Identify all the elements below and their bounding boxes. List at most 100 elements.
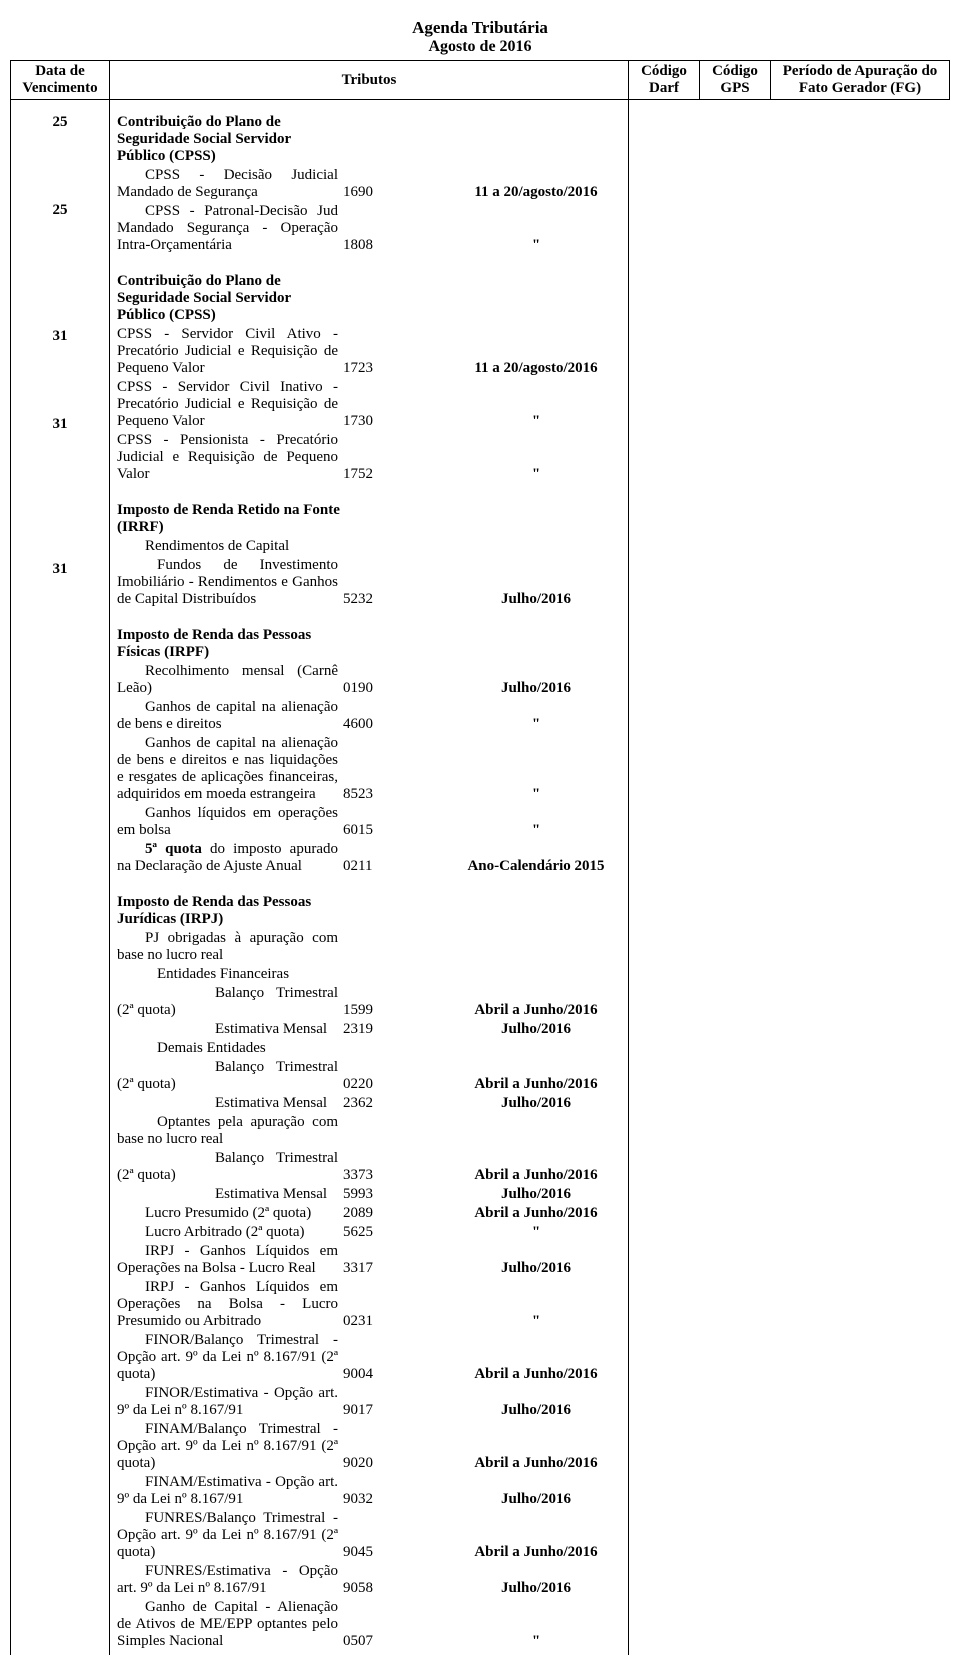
- codigo-darf: [342, 1113, 396, 1149]
- codigo-gps: [396, 1562, 450, 1598]
- tributo-description: Optantes pela apuração com base no lucro…: [116, 1113, 342, 1149]
- codigo-darf: 1599: [342, 984, 396, 1020]
- codigo-gps: [396, 537, 450, 556]
- codigo-darf: 3373: [342, 1149, 396, 1185]
- due-date: 25: [17, 100, 103, 131]
- codigo-darf: [342, 537, 396, 556]
- periodo-apuracao: ": [450, 202, 622, 255]
- tributo-description: CPSS - Servidor Civil Inativo - Precatór…: [116, 378, 342, 431]
- page-title: Agenda Tributária: [10, 18, 950, 38]
- tributo-description: Lucro Arbitrado (2ª quota): [116, 1223, 342, 1242]
- codigo-gps: [396, 202, 450, 255]
- codigo-gps: [396, 698, 450, 734]
- codigo-gps: [396, 734, 450, 804]
- codigo-gps: [396, 166, 450, 202]
- tax-table: Data de Vencimento Tributos Código Darf …: [10, 60, 950, 1655]
- codigo-darf: [342, 1039, 396, 1058]
- periodo-apuracao: 11 a 20/agosto/2016: [450, 325, 622, 378]
- periodo-apuracao: Abril a Junho/2016: [450, 984, 622, 1020]
- periodo-apuracao: Julho/2016: [450, 1473, 622, 1509]
- codigo-gps: [396, 1331, 450, 1384]
- codigo-darf: 5993: [342, 1185, 396, 1204]
- periodo-apuracao: ": [450, 734, 622, 804]
- due-date: 31: [17, 402, 103, 433]
- codigo-darf: 8523: [342, 734, 396, 804]
- codigo-gps: [396, 929, 450, 965]
- periodo-apuracao: Abril a Junho/2016: [450, 1204, 622, 1223]
- tributo-description: Estimativa Mensal: [116, 1185, 342, 1204]
- periodo-apuracao: [450, 537, 622, 556]
- page-subtitle: Agosto de 2016: [10, 38, 950, 56]
- column-body: Contribuição do Plano de Seguridade Soci…: [110, 100, 629, 1656]
- periodo-apuracao: [450, 1113, 622, 1149]
- codigo-gps: [396, 431, 450, 484]
- periodo-apuracao: Ano-Calendário 2015: [450, 840, 622, 876]
- codigo-darf: 9004: [342, 1331, 396, 1384]
- tributo-description: Estimativa Mensal: [116, 1094, 342, 1113]
- tributo-description: Fundos de Investimento Imobiliário - Ren…: [116, 556, 342, 609]
- tributo-description: Estimativa Mensal: [116, 1020, 342, 1039]
- periodo-apuracao: Julho/2016: [450, 1185, 622, 1204]
- tributo-description: Balanço Trimestral (2ª quota): [116, 1058, 342, 1094]
- codigo-gps: [396, 378, 450, 431]
- codigo-darf: 9020: [342, 1420, 396, 1473]
- tributo-description: Ganhos de capital na alienação de bens e…: [116, 698, 342, 734]
- header-date: Data de Vencimento: [11, 61, 110, 100]
- periodo-apuracao: ": [450, 431, 622, 484]
- tributo-description: CPSS - Patronal-Decisão Jud Mandado Segu…: [116, 202, 342, 255]
- due-date: 31: [17, 314, 103, 345]
- codigo-gps: [396, 556, 450, 609]
- periodo-apuracao: Julho/2016: [450, 662, 622, 698]
- tributo-description: FINOR/Balanço Trimestral - Opção art. 9º…: [116, 1331, 342, 1384]
- codigo-gps: [396, 984, 450, 1020]
- codigo-darf: 1730: [342, 378, 396, 431]
- periodo-apuracao: Abril a Junho/2016: [450, 1331, 622, 1384]
- codigo-gps: [396, 1058, 450, 1094]
- codigo-darf: 4600: [342, 698, 396, 734]
- codigo-gps: [396, 1204, 450, 1223]
- codigo-gps: [396, 965, 450, 984]
- periodo-apuracao: Julho/2016: [450, 1562, 622, 1598]
- codigo-gps: [396, 325, 450, 378]
- periodo-apuracao: ": [450, 804, 622, 840]
- codigo-gps: [396, 1113, 450, 1149]
- codigo-gps: [396, 1384, 450, 1420]
- periodo-apuracao: Abril a Junho/2016: [450, 1420, 622, 1473]
- codigo-darf: 0507: [342, 1598, 396, 1651]
- codigo-gps: [396, 840, 450, 876]
- periodo-apuracao: Abril a Junho/2016: [450, 1058, 622, 1094]
- periodo-apuracao: Julho/2016: [450, 556, 622, 609]
- codigo-darf: 0190: [342, 662, 396, 698]
- codigo-darf: 1690: [342, 166, 396, 202]
- codigo-darf: [342, 965, 396, 984]
- periodo-apuracao: 11 a 20/agosto/2016: [450, 166, 622, 202]
- due-date: 25: [17, 188, 103, 219]
- tributo-description: FUNRES/Estimativa - Opção art. 9º da Lei…: [116, 1562, 342, 1598]
- codigo-gps: [396, 1223, 450, 1242]
- codigo-darf: 0220: [342, 1058, 396, 1094]
- codigo-gps: [396, 1598, 450, 1651]
- codigo-gps: [396, 804, 450, 840]
- codigo-darf: 2089: [342, 1204, 396, 1223]
- codigo-darf: 1808: [342, 202, 396, 255]
- section-heading: Contribuição do Plano de Seguridade Soci…: [116, 259, 342, 325]
- codigo-gps: [396, 1242, 450, 1278]
- tributo-description: CPSS - Pensionista - Precatório Judicial…: [116, 431, 342, 484]
- codigo-darf: 0211: [342, 840, 396, 876]
- codigo-gps: [396, 1473, 450, 1509]
- tributo-description: 5ª quota do imposto apurado na Declaraçã…: [116, 840, 342, 876]
- codigo-darf: 6015: [342, 804, 396, 840]
- codigo-gps: [396, 1185, 450, 1204]
- periodo-apuracao: [450, 965, 622, 984]
- codigo-darf: 5232: [342, 556, 396, 609]
- section-heading: Imposto de Renda Retido na Fonte (IRRF): [116, 488, 342, 537]
- tributo-description: Ganhos de capital na alienação de bens e…: [116, 734, 342, 804]
- periodo-apuracao: [450, 929, 622, 965]
- codigo-darf: 5625: [342, 1223, 396, 1242]
- codigo-darf: 3317: [342, 1242, 396, 1278]
- tributo-description: Demais Entidades: [116, 1039, 342, 1058]
- header-darf: Código Darf: [629, 61, 700, 100]
- tributo-description: Rendimentos de Capital: [116, 537, 342, 556]
- periodo-apuracao: ": [450, 378, 622, 431]
- tributo-description: FINAM/Estimativa - Opção art. 9º da Lei …: [116, 1473, 342, 1509]
